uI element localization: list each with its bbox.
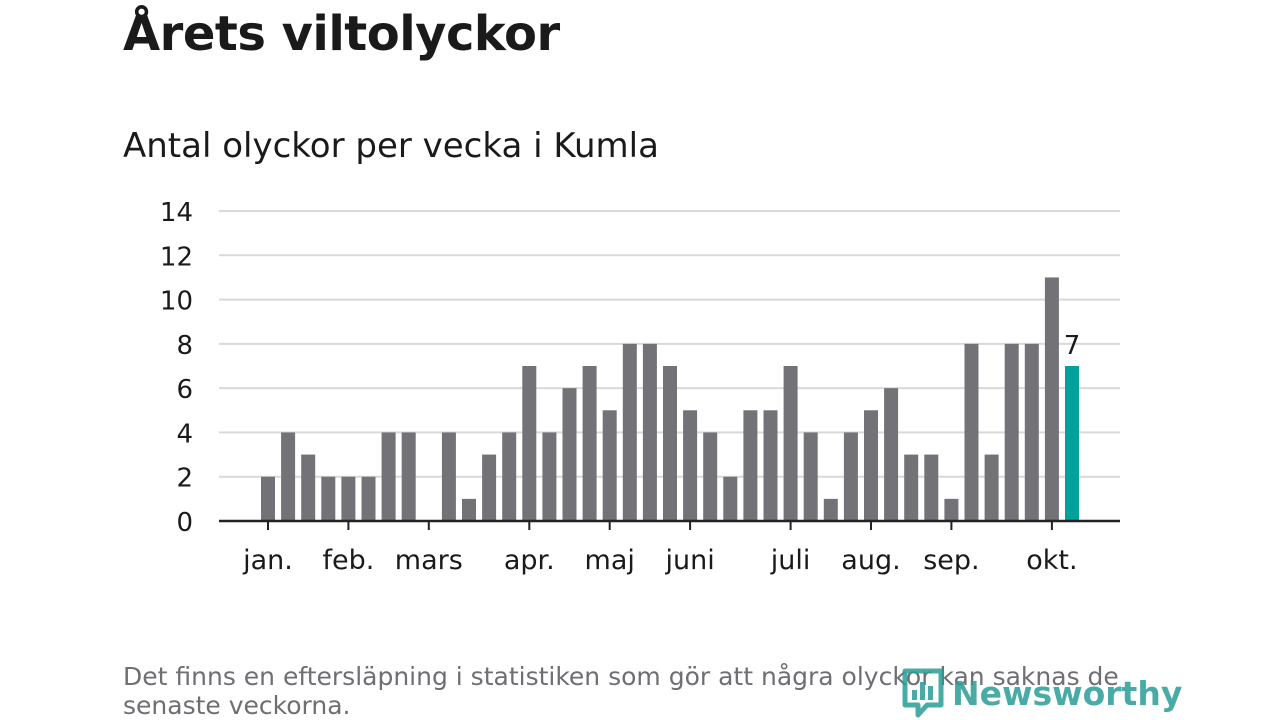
x-tick-label: sep. <box>923 545 979 576</box>
bar <box>843 432 858 521</box>
y-tick-label: 14 <box>160 198 193 228</box>
bar <box>703 432 718 521</box>
y-tick-label: 8 <box>176 331 193 361</box>
bar <box>401 432 416 521</box>
y-tick-label: 6 <box>176 375 193 405</box>
x-tick-label: apr. <box>504 545 555 576</box>
bar <box>823 498 838 521</box>
bar <box>301 454 316 521</box>
chart-subtitle: Antal olyckor per vecka i Kumla <box>123 126 659 166</box>
x-tick-label: mars <box>395 545 463 576</box>
last-value-label: 7 <box>1064 331 1081 361</box>
bar <box>622 343 637 521</box>
bar <box>944 498 959 521</box>
bar <box>602 410 617 521</box>
y-tick-label: 2 <box>176 464 193 494</box>
bar <box>462 498 476 521</box>
bar <box>763 410 778 521</box>
bar-chart-logo-icon <box>902 668 944 718</box>
bar <box>381 432 396 521</box>
bar <box>723 476 738 521</box>
bar <box>1024 343 1039 521</box>
bar <box>482 454 497 521</box>
brand-name: Newsworthy <box>952 673 1183 713</box>
x-tick-label: juni <box>664 545 714 576</box>
bar <box>582 366 597 521</box>
bar <box>924 454 939 521</box>
bar <box>783 366 798 521</box>
bar <box>884 388 899 521</box>
bar <box>542 432 557 521</box>
y-tick-label: 12 <box>160 242 193 272</box>
x-tick-label: aug. <box>841 545 900 576</box>
y-tick-label: 10 <box>160 287 193 317</box>
bar <box>964 343 979 521</box>
bar <box>281 432 296 521</box>
chart-title: Årets viltolyckor <box>123 6 560 62</box>
bar <box>803 432 818 521</box>
bar <box>1044 277 1059 521</box>
bar <box>261 476 275 521</box>
x-tick-label: jan. <box>242 545 293 576</box>
bar <box>341 476 356 521</box>
bar <box>743 410 758 521</box>
y-tick-label: 4 <box>176 419 193 449</box>
bar <box>984 454 999 521</box>
brand-logo: Newsworthy <box>902 668 1182 718</box>
bar <box>321 476 336 521</box>
bar <box>441 432 456 521</box>
bar <box>502 432 517 521</box>
bar <box>642 343 657 521</box>
bar <box>361 476 376 521</box>
bar <box>562 388 577 521</box>
bar <box>864 410 878 521</box>
bar <box>663 366 677 521</box>
bar <box>522 366 537 521</box>
footnote: Det finns en eftersläpning i statistiken… <box>123 662 1119 720</box>
x-tick-label: okt. <box>1026 545 1077 576</box>
bar <box>1004 343 1019 521</box>
x-tick-label: juli <box>770 545 811 576</box>
bar-highlight <box>1065 366 1079 521</box>
bar <box>683 410 698 521</box>
y-tick-label: 0 <box>176 508 193 538</box>
bar <box>904 454 919 521</box>
x-tick-label: feb. <box>322 545 374 576</box>
x-tick-label: maj <box>585 545 635 576</box>
